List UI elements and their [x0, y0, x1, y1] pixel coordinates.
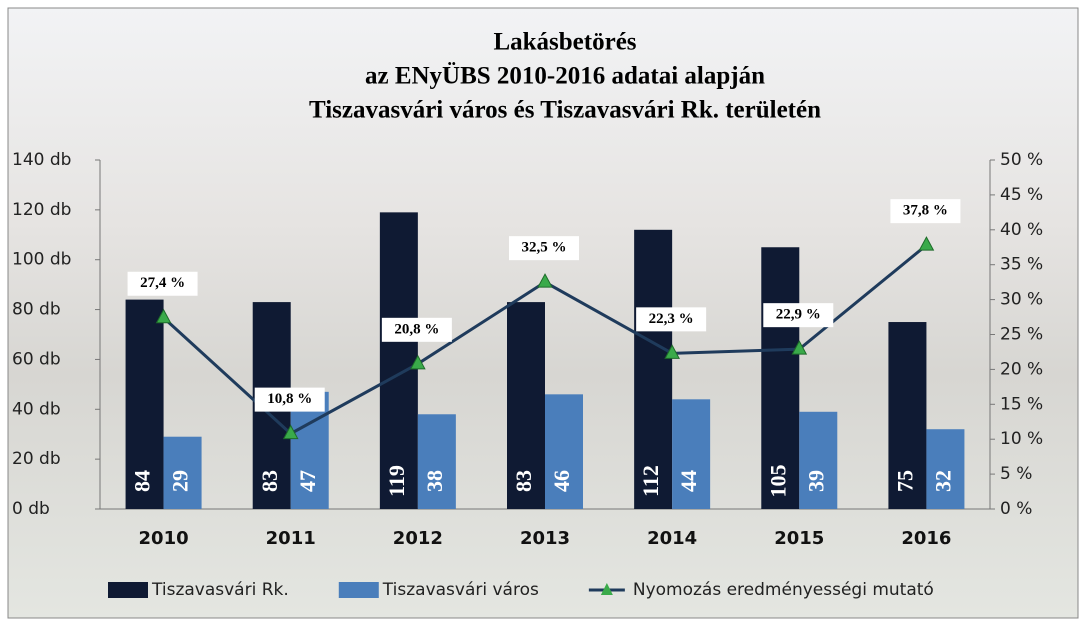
y2-tick-label: 40 %: [1000, 220, 1043, 240]
bar-value-label: 39: [803, 470, 828, 492]
bar: [926, 429, 964, 509]
y2-tick-label: 0 %: [1000, 499, 1032, 519]
legend-label: Nyomozás eredményességi mutató: [633, 580, 934, 600]
x-tick-label: 2016: [901, 528, 951, 549]
y-tick-label: 100 db: [12, 250, 71, 270]
chart-title: Lakásbetörés: [493, 29, 636, 56]
y2-tick-label: 20 %: [1000, 359, 1043, 379]
bar-value-label: 105: [765, 465, 790, 498]
x-tick-label: 2015: [774, 528, 824, 549]
y2-tick-label: 5 %: [1000, 464, 1032, 484]
y-tick-label: 20 db: [12, 449, 61, 469]
y-tick-label: 0 db: [12, 499, 50, 519]
legend-swatch: [339, 582, 379, 598]
bar-value-label: 47: [295, 470, 320, 492]
chart-title: Tiszavasvári város és Tiszavasvári Rk. t…: [309, 97, 821, 124]
bar-value-label: 83: [511, 470, 536, 492]
legend-swatch: [108, 582, 148, 598]
y2-tick-label: 45 %: [1000, 185, 1043, 205]
y-tick-label: 60 db: [12, 349, 61, 369]
data-label: 37,8 %: [903, 203, 948, 219]
chart: Lakásbetörés az ENyÜBS 2010-2016 adatai …: [0, 0, 1088, 622]
y-tick-label: 120 db: [12, 200, 71, 220]
y2-tick-label: 15 %: [1000, 394, 1043, 414]
bar-value-label: 38: [422, 470, 447, 492]
bar-value-label: 112: [638, 465, 663, 497]
data-label: 32,5 %: [522, 240, 567, 256]
bar-value-label: 75: [892, 470, 917, 492]
y2-tick-label: 25 %: [1000, 325, 1043, 345]
y2-tick-label: 10 %: [1000, 429, 1043, 449]
bar-value-label: 29: [168, 470, 193, 492]
bar: [799, 412, 837, 509]
bar-value-label: 44: [676, 470, 701, 492]
bar-value-label: 46: [549, 470, 574, 492]
y2-tick-label: 30 %: [1000, 290, 1043, 310]
data-label: 10,8 %: [267, 391, 312, 407]
y-tick-label: 80 db: [12, 300, 61, 320]
y2-tick-label: 50 %: [1000, 150, 1043, 170]
bar-value-label: 119: [384, 465, 409, 497]
x-tick-label: 2014: [647, 528, 697, 549]
bar: [418, 414, 456, 509]
data-label: 22,3 %: [649, 311, 694, 327]
y-tick-label: 140 db: [12, 150, 71, 170]
legend-label: Tiszavasvári város: [382, 580, 539, 600]
x-tick-label: 2012: [393, 528, 443, 549]
bar: [380, 212, 418, 509]
bar-value-label: 83: [257, 470, 282, 492]
data-label: 22,9 %: [776, 307, 821, 323]
data-label: 20,8 %: [394, 321, 439, 337]
x-tick-label: 2010: [139, 528, 189, 549]
bar-value-label: 84: [130, 470, 155, 492]
y-tick-label: 40 db: [12, 399, 61, 419]
bar-value-label: 32: [930, 470, 955, 492]
data-label: 27,4 %: [140, 275, 185, 291]
legend-label: Tiszavasvári Rk.: [151, 580, 289, 600]
x-tick-label: 2011: [266, 528, 316, 549]
y2-tick-label: 35 %: [1000, 255, 1043, 275]
chart-title: az ENyÜBS 2010-2016 adatai alapján: [365, 63, 765, 90]
x-tick-label: 2013: [520, 528, 570, 549]
